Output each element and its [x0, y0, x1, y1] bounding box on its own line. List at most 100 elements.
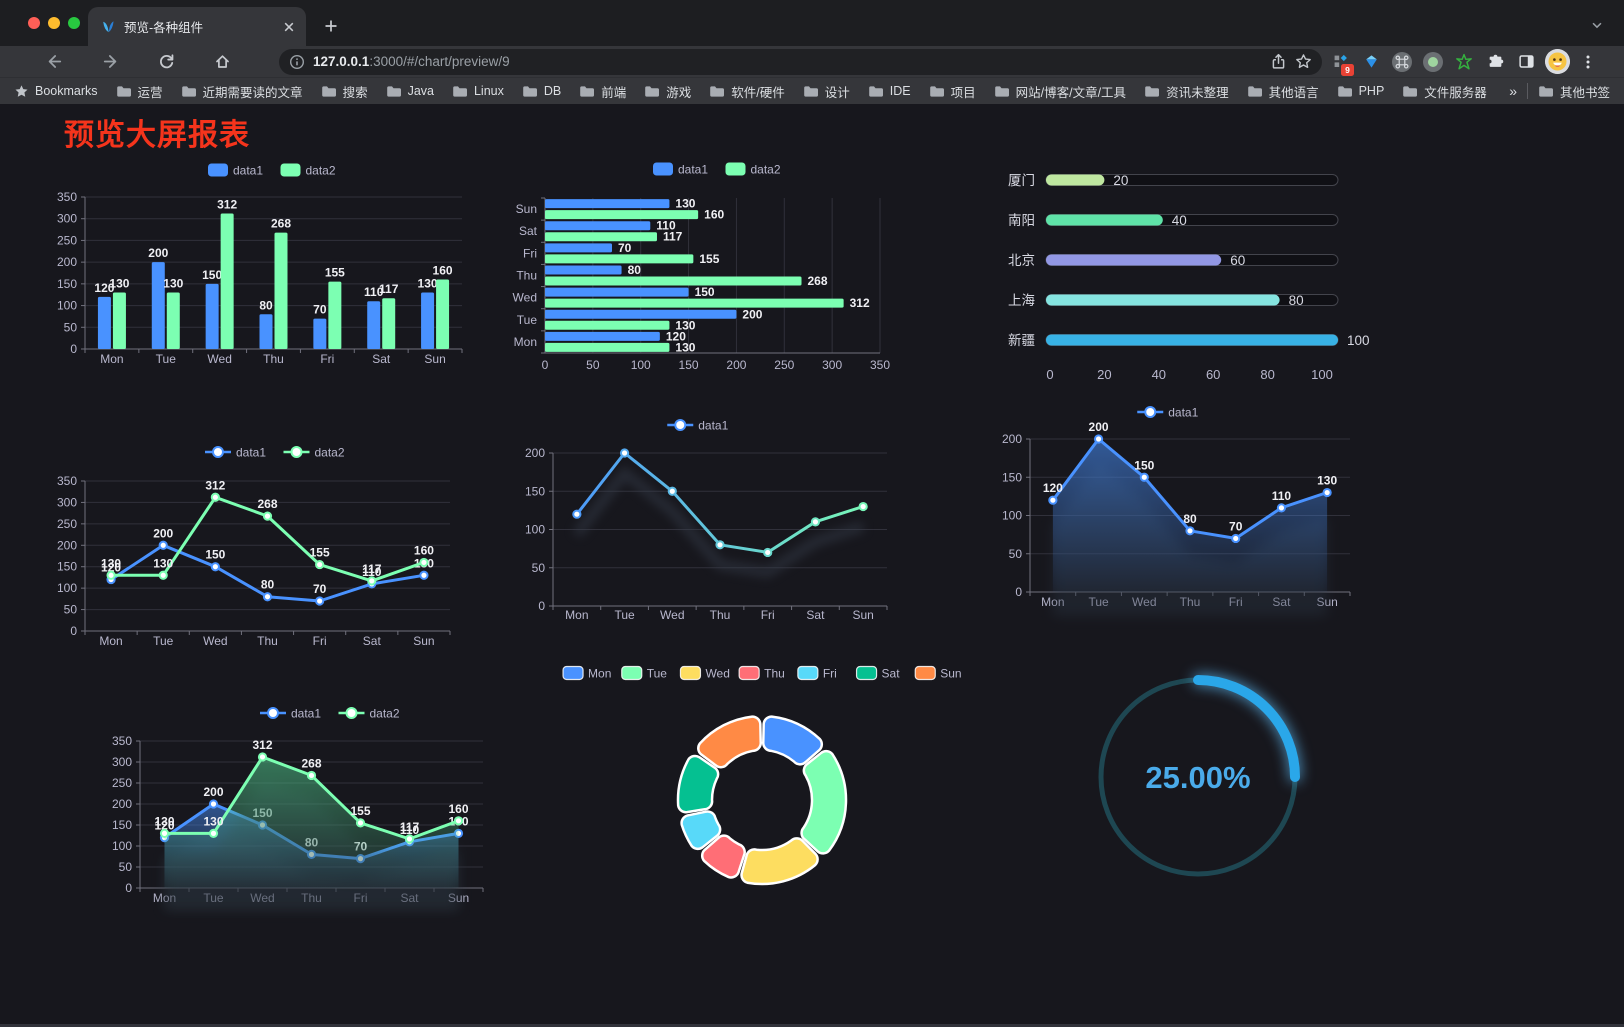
legend-item[interactable]: data2: [725, 162, 781, 177]
bookmark-folder[interactable]: 前端: [579, 82, 626, 101]
site-info-icon[interactable]: [289, 54, 305, 70]
browser-tab[interactable]: 预览-各种组件: [88, 7, 306, 46]
legend-item[interactable]: data1: [667, 419, 729, 433]
legend-item[interactable]: Mon: [562, 665, 611, 681]
folder-icon: [645, 85, 660, 97]
legend-item[interactable]: data2: [338, 707, 400, 721]
maximize-window-button[interactable]: [68, 17, 80, 29]
grouped-bar-chart[interactable]: data1 data2 0 50 100 150 200 250 300 350 Mon Tue Wed…: [50, 156, 470, 376]
bookmark-folder[interactable]: 项目: [929, 82, 976, 101]
svg-text:80: 80: [628, 263, 642, 277]
extensions-puzzle-icon[interactable]: [1481, 48, 1509, 76]
donut-slice-Sat[interactable]: [676, 754, 720, 814]
dual-area-chart[interactable]: data1 data2 0 50 100 150 200 250 300 350 Mon Tue Wed…: [105, 700, 505, 915]
bookmark-folder[interactable]: 运营: [116, 82, 163, 101]
svg-text:50: 50: [532, 561, 546, 575]
window-controls[interactable]: [28, 17, 80, 29]
svg-text:312: 312: [205, 478, 225, 492]
bookmark-folder[interactable]: DB: [522, 84, 561, 98]
profile-avatar[interactable]: [1543, 48, 1571, 76]
donut-slice-Wed[interactable]: [740, 837, 819, 886]
back-button[interactable]: [38, 48, 70, 76]
other-bookmarks-item[interactable]: 其他书签: [1538, 82, 1610, 101]
svg-text:Wed: Wed: [513, 291, 537, 305]
gauge-chart[interactable]: 25.00%: [1088, 662, 1308, 892]
share-icon[interactable]: [1270, 53, 1287, 70]
close-window-button[interactable]: [28, 17, 40, 29]
svg-text:110: 110: [362, 565, 382, 579]
dual-line-chart[interactable]: data1 data2 0 50 100 150 200 250 300 350 Mon Tue Wed…: [50, 442, 470, 657]
bookmark-star-icon[interactable]: [1295, 53, 1312, 70]
svg-text:110: 110: [656, 219, 676, 233]
donut-chart[interactable]: Mon Tue Wed Thu Fri Sat Sun: [562, 656, 962, 896]
legend-item[interactable]: Sun: [914, 665, 962, 681]
legend-item[interactable]: data1: [260, 707, 321, 721]
legend-item[interactable]: Tue: [621, 665, 668, 681]
area-line-chart[interactable]: data1 0 50 100 150 200 Mon Tue Wed Thu Fri Sat Sun 12…: [975, 400, 1375, 616]
bookmark-folder[interactable]: 软件/硬件: [709, 82, 785, 101]
svg-text:80: 80: [259, 298, 273, 312]
svg-text:Sun: Sun: [940, 667, 961, 681]
bookmark-folder[interactable]: 资讯未整理: [1144, 82, 1229, 101]
donut-slice-Sun[interactable]: [697, 715, 762, 769]
url-text[interactable]: 127.0.0.1:3000/#/chart/preview/9: [313, 54, 510, 69]
bookmark-folder[interactable]: Java: [386, 84, 434, 98]
bookmark-folder[interactable]: Linux: [452, 84, 504, 98]
bookmark-folder[interactable]: 文件服务器: [1402, 82, 1487, 101]
extension-gem-icon[interactable]: [1357, 48, 1385, 76]
other-bookmarks-label: 其他书签: [1559, 85, 1610, 100]
legend-item[interactable]: Thu: [738, 665, 785, 681]
donut-slice-Mon[interactable]: [762, 715, 824, 766]
legend-item[interactable]: data2: [283, 446, 345, 460]
bookmark-folder[interactable]: PHP: [1337, 84, 1384, 98]
svg-text:130: 130: [675, 340, 695, 354]
forward-button[interactable]: [94, 48, 126, 76]
legend-item[interactable]: data2: [280, 163, 336, 178]
bookmark-folder[interactable]: 游戏: [644, 82, 691, 101]
svg-text:Tue: Tue: [156, 352, 177, 366]
side-panel-icon[interactable]: [1512, 48, 1540, 76]
folder-icon: [580, 85, 595, 97]
legend-item[interactable]: data1: [205, 446, 266, 460]
legend-item[interactable]: Sat: [855, 665, 901, 681]
home-button[interactable]: [206, 48, 238, 76]
svg-text:60: 60: [1230, 253, 1245, 268]
bookmark-folder[interactable]: 搜索: [321, 82, 368, 101]
new-tab-button[interactable]: [318, 13, 344, 39]
extension-record-icon[interactable]: [1419, 48, 1447, 76]
svg-text:200: 200: [742, 307, 762, 321]
donut-slice-Thu[interactable]: [700, 834, 746, 879]
svg-text:150: 150: [202, 268, 222, 282]
svg-text:100: 100: [525, 523, 545, 537]
address-bar[interactable]: 127.0.0.1:3000/#/chart/preview/9: [279, 48, 1322, 75]
bookmark-folder[interactable]: IDE: [868, 84, 911, 98]
bookmark-folder[interactable]: 网站/博客/文章/工具: [994, 82, 1126, 101]
bookmark-folder[interactable]: 设计: [803, 82, 850, 101]
donut-slice-Tue[interactable]: [800, 749, 848, 855]
tab-close-icon[interactable]: [280, 18, 298, 36]
horizontal-bar-chart[interactable]: data1 data2 0 50 100 150 200 250 300 350 Sun 130 160…: [505, 156, 905, 376]
bookmarks-manager-item[interactable]: Bookmarks: [14, 84, 98, 99]
tab-search-chevron-icon[interactable]: [1586, 14, 1608, 36]
donut-slice-Fri[interactable]: [680, 810, 722, 851]
extension-grid-icon[interactable]: 9: [1326, 48, 1354, 76]
legend-item[interactable]: Fri: [797, 665, 837, 681]
legend-item[interactable]: data1: [653, 162, 708, 177]
bookmark-folder[interactable]: 其他语言: [1247, 82, 1319, 101]
extension-green-star-icon[interactable]: [1450, 48, 1478, 76]
browser-menu-icon[interactable]: [1574, 48, 1602, 76]
svg-text:50: 50: [1009, 547, 1023, 561]
bookmark-folder[interactable]: 近期需要读的文章: [181, 82, 303, 101]
extension-command-icon[interactable]: [1388, 48, 1416, 76]
svg-text:Mon: Mon: [1041, 595, 1064, 609]
bookmarks-overflow-chevron[interactable]: »: [1509, 83, 1517, 99]
reload-button[interactable]: [150, 48, 182, 76]
svg-text:268: 268: [257, 497, 277, 511]
gradient-line-chart[interactable]: data1 0 50 100 150 200 Mon Tue Wed Thu Fri Sat Sun: [505, 412, 905, 632]
legend-item[interactable]: Wed: [679, 665, 730, 681]
legend-item[interactable]: data1: [208, 163, 263, 178]
svg-text:Sun: Sun: [516, 202, 537, 216]
city-progress-chart[interactable]: 厦门 20 南阳 40 北京 60 上海 80 新疆 100 0 20 40 60 80 100: [990, 156, 1410, 391]
minimize-window-button[interactable]: [48, 17, 60, 29]
legend-item[interactable]: data1: [1137, 406, 1199, 420]
